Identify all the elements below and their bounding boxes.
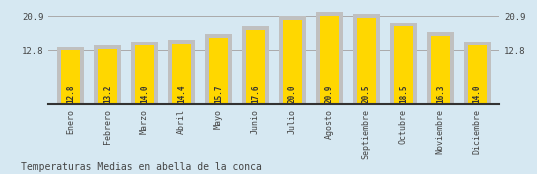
Text: 20.9: 20.9 xyxy=(325,84,334,103)
Bar xyxy=(61,50,80,104)
Text: 14.0: 14.0 xyxy=(140,84,149,103)
Bar xyxy=(279,16,306,104)
Bar xyxy=(357,18,376,104)
Bar xyxy=(131,42,158,104)
Bar xyxy=(94,45,121,104)
Bar xyxy=(205,34,232,104)
Bar xyxy=(172,44,191,104)
Bar xyxy=(316,12,343,104)
Text: 17.6: 17.6 xyxy=(251,84,260,103)
Bar xyxy=(246,30,265,104)
Bar xyxy=(394,26,413,104)
Bar xyxy=(209,38,228,104)
Text: 14.0: 14.0 xyxy=(473,84,482,103)
Bar xyxy=(283,20,302,104)
Text: 20.5: 20.5 xyxy=(362,84,371,103)
Bar xyxy=(168,40,195,104)
Bar xyxy=(98,49,117,104)
Bar xyxy=(390,22,417,104)
Bar xyxy=(320,16,339,104)
Text: 16.3: 16.3 xyxy=(436,84,445,103)
Bar xyxy=(57,47,84,104)
Bar xyxy=(431,36,450,104)
Text: 15.7: 15.7 xyxy=(214,84,223,103)
Bar xyxy=(464,42,490,104)
Bar xyxy=(353,14,380,104)
Bar xyxy=(242,26,268,104)
Text: 20.0: 20.0 xyxy=(288,84,297,103)
Text: 18.5: 18.5 xyxy=(399,84,408,103)
Text: 13.2: 13.2 xyxy=(103,84,112,103)
Bar xyxy=(135,45,154,104)
Bar xyxy=(427,32,454,104)
Text: 12.8: 12.8 xyxy=(66,84,75,103)
Text: 14.4: 14.4 xyxy=(177,84,186,103)
Text: Temperaturas Medias en abella de la conca: Temperaturas Medias en abella de la conc… xyxy=(21,162,263,172)
Bar xyxy=(468,45,487,104)
